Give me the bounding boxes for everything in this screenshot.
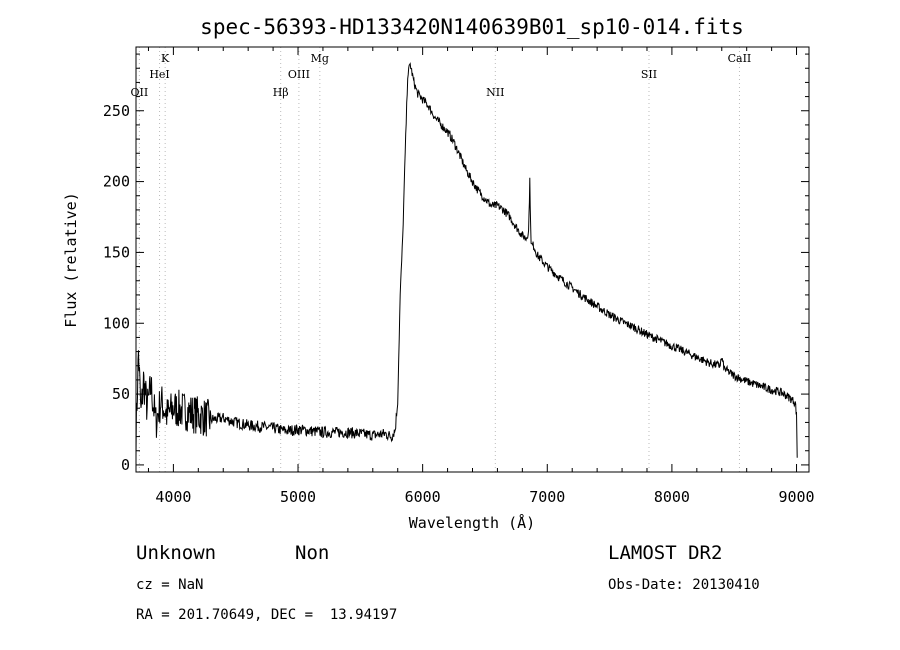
x-tick-label: 4000 (155, 488, 191, 506)
spectral-line-label-hβ: Hβ (273, 86, 289, 99)
y-tick-label: 200 (103, 173, 130, 191)
spectral-line-label-oii: OII (131, 86, 149, 99)
y-axis-label: Flux (relative) (62, 192, 80, 327)
chart-title: spec-56393-HD133420N140639B01_sp10-014.f… (200, 15, 744, 39)
y-tick-label: 50 (112, 385, 130, 403)
x-axis-ticks: 4000 5000 6000 7000 8000 9000 (147, 47, 815, 506)
spectral-line-label-hei: HeI (149, 68, 169, 81)
coords-text: RA = 201.70649, DEC = 13.94197 (136, 607, 397, 623)
x-tick-label: 6000 (405, 488, 441, 506)
y-tick-label: 100 (103, 314, 130, 332)
spectrum-series-line (135, 62, 798, 458)
y-tick-label: 250 (103, 102, 130, 120)
y-axis-ticks: 0 50 100 150 200 250 (103, 53, 809, 474)
spectral-line-label-mg: Mg (311, 52, 329, 65)
x-axis-label: Wavelength (Å) (409, 513, 535, 532)
plot-frame (135, 46, 810, 473)
spectral-line-label-nii: NII (486, 86, 504, 99)
spectral-line-label-k: K (161, 52, 170, 65)
spectral-line-label-sii: SII (641, 68, 657, 81)
cz-text: cz = NaN (136, 577, 203, 593)
x-tick-label: 9000 (778, 488, 814, 506)
x-tick-label: 5000 (280, 488, 316, 506)
x-tick-label: 8000 (654, 488, 690, 506)
subclass-text: Non (295, 542, 329, 564)
spectral-line-label-caii: CaII (728, 52, 752, 65)
obsdate-text: Obs-Date: 20130410 (608, 577, 760, 593)
class-text: Unknown (136, 542, 216, 564)
survey-text: LAMOST DR2 (608, 542, 722, 564)
y-tick-label: 0 (121, 456, 130, 474)
y-tick-label: 150 (103, 243, 130, 261)
x-tick-label: 7000 (529, 488, 565, 506)
spectral-line-label-oiii: OIII (288, 68, 310, 81)
